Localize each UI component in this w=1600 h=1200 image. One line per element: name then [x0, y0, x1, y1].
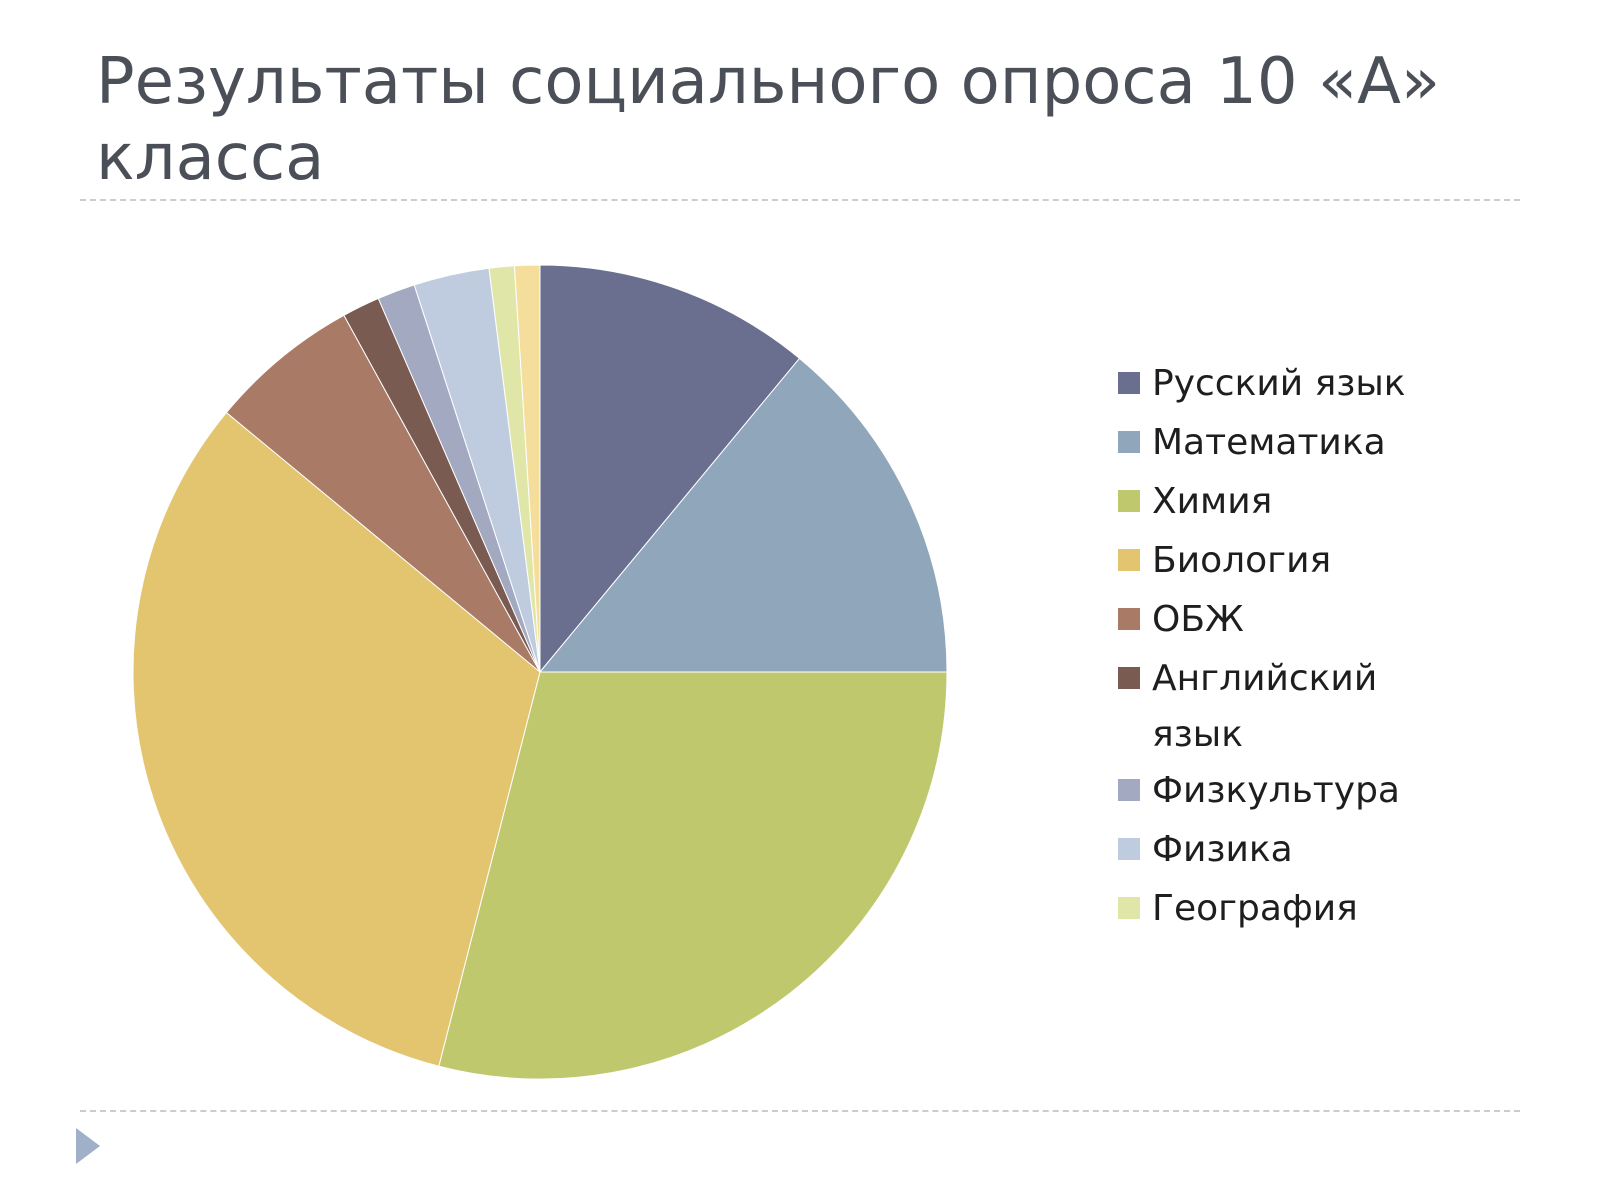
pie-slice-4: [132, 411, 541, 1067]
slide-title: Результаты социального опроса 10 «А» кла…: [96, 45, 1441, 195]
legend-swatch: [1118, 897, 1140, 919]
legend-swatch: [1118, 667, 1140, 689]
legend-label: Русский язык: [1152, 363, 1406, 404]
legend-label: Биология: [1152, 540, 1332, 581]
legend-label: Физкультура: [1152, 770, 1400, 811]
legend-label: Английский язык: [1152, 658, 1378, 755]
legend-item: ОБЖ: [1118, 592, 1558, 651]
legend-item: Математика: [1118, 415, 1558, 474]
legend-label: Химия: [1152, 481, 1273, 522]
pie-slice-3: [438, 671, 948, 1080]
legend-swatch: [1118, 372, 1140, 394]
legend-item: Физкультура: [1118, 763, 1558, 822]
legend-swatch: [1118, 838, 1140, 860]
legend-item: Физика: [1118, 822, 1558, 881]
legend-item: Английский язык: [1118, 651, 1558, 763]
legend-swatch: [1118, 490, 1140, 512]
legend-label: География: [1152, 888, 1358, 929]
footer-divider: [80, 1110, 1520, 1112]
legend-item: Биология: [1118, 533, 1558, 592]
legend-label: Математика: [1152, 422, 1386, 463]
legend-swatch: [1118, 608, 1140, 630]
legend-swatch: [1118, 431, 1140, 453]
legend-swatch: [1118, 779, 1140, 801]
legend-item: Русский язык: [1118, 356, 1558, 415]
chart-legend: Русский язык Математика Химия Биология ОБЖ Ан…: [1118, 356, 1558, 940]
legend-label: ОБЖ: [1152, 599, 1244, 640]
legend-item: География: [1118, 881, 1558, 940]
legend-item: Химия: [1118, 474, 1558, 533]
title-divider: [80, 199, 1520, 201]
pie-slice-5: [225, 314, 541, 673]
legend-swatch: [1118, 549, 1140, 571]
pie-slice-10: [513, 264, 541, 673]
pie-slice-2: [538, 357, 948, 673]
legend-label: Физика: [1152, 829, 1293, 870]
pie-slice-1: [539, 264, 801, 674]
slide-nav-arrow-icon[interactable]: [76, 1128, 100, 1164]
